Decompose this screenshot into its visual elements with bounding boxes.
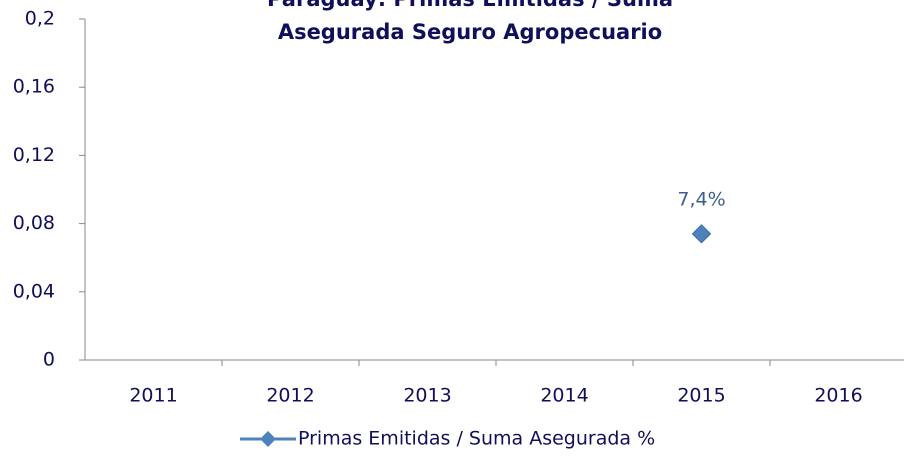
data-point (691, 224, 712, 244)
y-tick-label: 0,08 (13, 212, 55, 234)
y-tick-label: 0 (43, 349, 55, 371)
x-tick-label: 2014 (540, 385, 588, 407)
legend-marker (260, 431, 276, 447)
x-tick-label: 2015 (677, 385, 725, 407)
y-tick-label: 0,2 (25, 8, 55, 30)
x-tick-label: 2016 (814, 385, 862, 407)
y-tick-label: 0,12 (13, 144, 55, 166)
data-label: 7,4% (677, 188, 725, 210)
y-tick-label: 0,16 (13, 76, 55, 98)
x-tick-label: 2013 (403, 385, 451, 407)
y-tick-label: 0,04 (13, 280, 55, 302)
x-tick-label: 2012 (266, 385, 314, 407)
chart-title: Paraguay: Primas Emitidas / Suma Asegura… (267, 0, 673, 44)
x-tick-label: 2011 (129, 385, 177, 407)
legend-label: Primas Emitidas / Suma Asegurada % (298, 428, 655, 450)
